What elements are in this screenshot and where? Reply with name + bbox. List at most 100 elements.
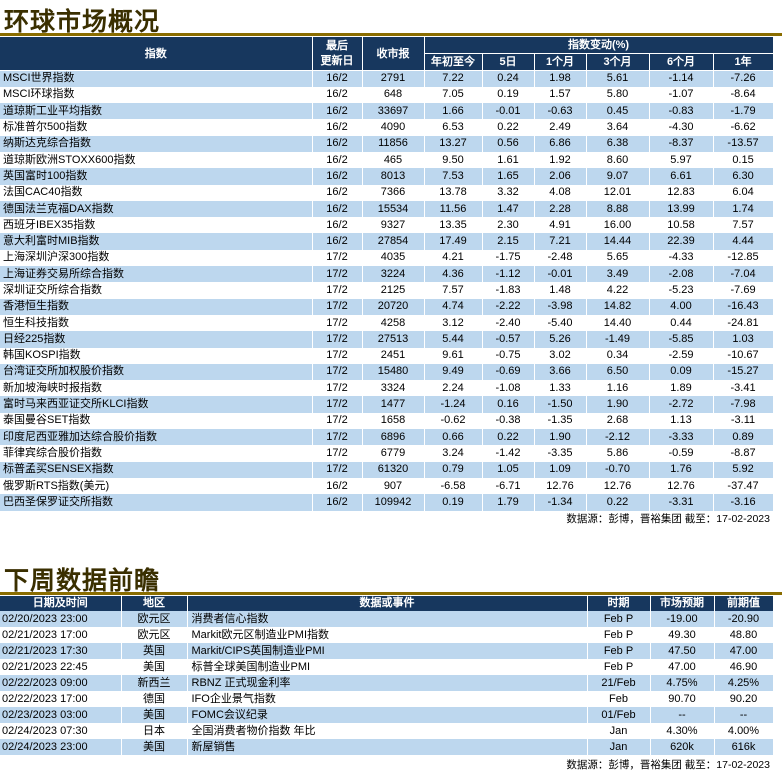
region-cell: 英国 [121,643,188,659]
close-cell: 7366 [362,184,425,201]
change-6m-cell: -3.31 [649,494,714,511]
change-3m-cell: 9.07 [586,168,650,185]
table-row: 法国CAC40指数 16/2 7366 13.78 3.32 4.08 12.01 12.83… [0,184,774,201]
change-5d-cell: 3.32 [482,184,535,201]
index-name-cell: 台湾证交所加权股价指数 [0,363,313,381]
table-row: 上海深圳沪深300指数 17/2 4035 4.21 -1.75 -2.48 5.65 -4.… [0,249,774,267]
change-5d-cell: 1.61 [482,151,535,169]
close-cell: 4258 [362,314,425,332]
change-1m-cell: 2.28 [534,200,587,218]
cal-header-period: 时期 [587,596,651,611]
last-update-cell: 16/2 [312,151,363,169]
change-5d-cell: -1.75 [482,249,535,267]
close-cell: 465 [362,151,425,169]
event-cell: FOMC会议纪录 [187,707,588,723]
event-cell: 全国消费者物价指数 年比 [187,723,588,739]
change-5d-cell: -2.22 [482,298,535,315]
change-1y-cell: -16.43 [713,298,774,315]
forecast-cell: 4.75% [650,675,715,691]
previous-cell: 4.00% [714,723,774,739]
close-cell: 27513 [362,331,425,348]
forecast-cell: 620k [650,739,715,755]
change-5d-cell: 0.16 [482,396,535,413]
change-3m-cell: 14.40 [586,314,650,332]
index-name-cell: 意大利富时MIB指数 [0,233,313,250]
market-table-body: MSCI世界指数 16/2 2791 7.22 0.24 1.98 5.61 -1.14 -7.… [0,70,774,511]
region-cell: 欧元区 [121,627,188,643]
change-1m-cell: -5.40 [534,314,587,332]
table-row: 02/24/2023 23:00 美国 新屋销售 Jan 620k 616k [0,739,774,755]
change-5d-cell: -0.75 [482,347,535,364]
change-1m-cell: -1.50 [534,396,587,413]
close-cell: 11856 [362,135,425,152]
previous-cell: 48.80 [714,627,774,643]
change-1y-cell: -24.81 [713,314,774,332]
index-name-cell: 上海证券交易所综合指数 [0,266,313,283]
close-cell: 9327 [362,217,425,234]
close-cell: 109942 [362,494,425,511]
change-3m-cell: 2.68 [586,412,650,430]
change-6m-cell: -2.59 [649,347,714,364]
last-update-cell: 16/2 [312,86,363,104]
change-6m-cell: 5.97 [649,151,714,169]
period-cell: Feb [587,691,651,707]
index-name-cell: 标准普尔500指数 [0,119,313,136]
change-6m-cell: 4.00 [649,298,714,315]
change-1y-cell: 1.74 [713,200,774,218]
period-cell: Feb P [587,611,651,627]
change-1m-cell: -2.48 [534,249,587,267]
last-update-cell: 16/2 [312,217,363,234]
close-cell: 6779 [362,445,425,462]
change-6m-cell: 1.13 [649,412,714,430]
header-period-1y: 1年 [713,53,774,71]
table-row: 02/21/2023 17:00 欧元区 Markit欧元区制造业PMI指数 Feb … [0,627,774,643]
change-3m-cell: 1.90 [586,396,650,413]
change-ytd-cell: 13.27 [424,135,483,152]
forecast-cell: -- [650,707,715,723]
change-3m-cell: 14.44 [586,233,650,250]
change-ytd-cell: 4.36 [424,266,483,283]
event-cell: Markit/CIPS英国制造业PMI [187,643,588,659]
datetime-cell: 02/22/2023 17:00 [0,691,122,707]
index-name-cell: 法国CAC40指数 [0,184,313,201]
table-row: 02/20/2023 23:00 欧元区 消费者信心指数 Feb P -19.00 -20… [0,611,774,627]
change-5d-cell: -0.01 [482,103,535,120]
event-cell: IFO企业景气指数 [187,691,588,707]
close-cell: 2125 [362,282,425,299]
forecast-cell: 90.70 [650,691,715,707]
event-cell: 标普全球美国制造业PMI [187,659,588,675]
change-6m-cell: 1.76 [649,461,714,478]
change-6m-cell: 6.61 [649,168,714,185]
previous-cell: 616k [714,739,774,755]
header-close: 收市报 [362,37,425,71]
change-6m-cell: 10.58 [649,217,714,234]
last-update-cell: 17/2 [312,461,363,478]
index-name-cell: 巴西圣保罗证交所指数 [0,494,313,511]
previous-cell: 47.00 [714,643,774,659]
change-5d-cell: -1.12 [482,266,535,283]
close-cell: 907 [362,477,425,495]
index-name-cell: MSCI世界指数 [0,70,313,87]
change-ytd-cell: 13.35 [424,217,483,234]
close-cell: 20720 [362,298,425,315]
change-3m-cell: 5.86 [586,445,650,462]
change-3m-cell: 5.80 [586,86,650,104]
change-1m-cell: 4.08 [534,184,587,201]
change-1y-cell: -7.98 [713,396,774,413]
change-5d-cell: -0.57 [482,331,535,348]
previous-cell: 90.20 [714,691,774,707]
market-section-title: 环球市场概况 [4,7,161,36]
index-name-cell: 日经225指数 [0,331,313,348]
change-1y-cell: -10.67 [713,347,774,364]
change-3m-cell: 0.22 [586,494,650,511]
change-1m-cell: -0.63 [534,103,587,120]
change-6m-cell: -1.14 [649,70,714,87]
change-6m-cell: -5.85 [649,331,714,348]
change-6m-cell: 12.76 [649,477,714,495]
datetime-cell: 02/20/2023 23:00 [0,611,122,627]
change-1y-cell: 7.57 [713,217,774,234]
table-row: 道琼斯工业平均指数 16/2 33697 1.66 -0.01 -0.63 0.45 -0.8… [0,103,774,120]
change-5d-cell: 0.19 [482,86,535,104]
change-ytd-cell: 4.74 [424,298,483,315]
close-cell: 1658 [362,412,425,430]
